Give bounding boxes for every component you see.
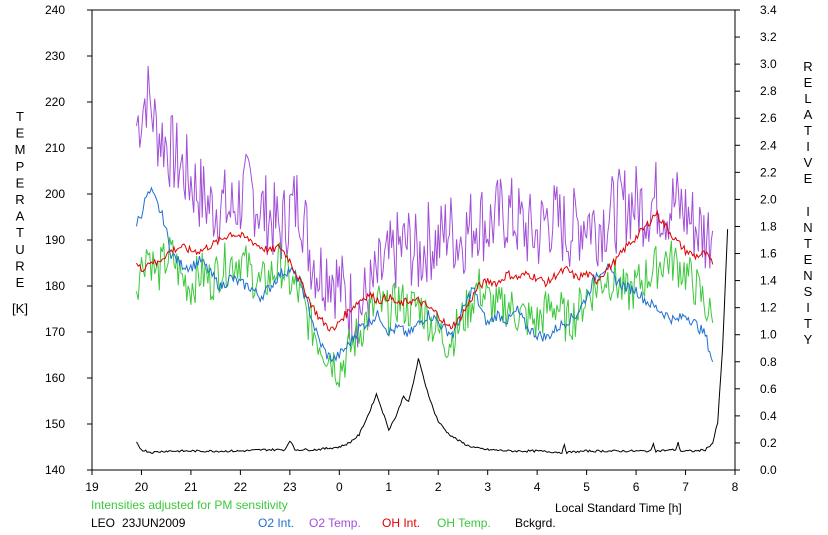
y-right-tick-label: 2.4 — [760, 138, 777, 152]
y-left-tick-label: 210 — [45, 141, 65, 155]
y-left-unit: [K] — [12, 301, 28, 316]
y-left-tick-label: 160 — [45, 371, 65, 385]
y-right-tick-label: 0.4 — [760, 409, 777, 423]
y-right-label-letter: L — [804, 91, 811, 106]
y-right-label-letter: I — [806, 300, 810, 315]
y-right-tick-label: 3.0 — [760, 57, 777, 71]
y-right-label-letter: T — [804, 236, 812, 251]
y-left-label-letter: T — [16, 225, 24, 240]
legend-o2-temp: O2 Temp. — [309, 516, 361, 530]
y-left-label-letter: U — [15, 242, 24, 257]
y-right-tick-label: 1.0 — [760, 328, 777, 342]
legend-o2-int: O2 Int. — [258, 516, 295, 530]
y-left-label-letter: E — [16, 126, 25, 141]
y-right-tick-label: 0.0 — [760, 463, 777, 477]
y-right-label-letter: E — [804, 171, 813, 186]
y-right-tick-label: 1.2 — [760, 301, 777, 315]
x-tick-label: 21 — [184, 480, 198, 494]
axes: 19 20 21 22 23 0 1 2 3 4 5 6 7 8140150160170180190200… — [45, 3, 777, 494]
y-left-label-letter: M — [15, 142, 26, 157]
x-tick-label: 1 — [385, 480, 392, 494]
y-right-tick-label: 3.4 — [760, 3, 777, 17]
y-left-tick-label: 140 — [45, 463, 65, 477]
y-right-label-letter: T — [804, 123, 812, 138]
y-right-tick-label: 2.8 — [760, 84, 777, 98]
y-left-label-letter: R — [15, 192, 24, 207]
y-left-tick-label: 200 — [45, 187, 65, 201]
y-right-tick-label: 0.2 — [760, 436, 777, 450]
x-tick-label: 6 — [633, 480, 640, 494]
legend-bckgrd: Bckgrd. — [515, 516, 556, 530]
legend-oh-int: OH Int. — [382, 516, 421, 530]
series-line-o2-int — [136, 186, 714, 363]
y-right-tick-label: 3.2 — [760, 30, 777, 44]
x-tick-label: 5 — [583, 480, 590, 494]
y-right-tick-label: 1.4 — [760, 274, 777, 288]
y-right-label-letter: N — [803, 268, 812, 283]
y-right-label-letter: V — [804, 155, 813, 170]
y-left-tick-label: 180 — [45, 279, 65, 293]
y-left-label-letter: A — [16, 209, 25, 224]
y-right-label-letter: E — [804, 75, 813, 90]
plot-lines — [136, 65, 729, 455]
x-tick-label: 4 — [534, 480, 541, 494]
y-right-label-letter: S — [804, 284, 813, 299]
x-tick-label: 22 — [234, 480, 248, 494]
y-right-label-letter: R — [803, 59, 812, 74]
y-left-tick-label: 190 — [45, 233, 65, 247]
y-right-label-letter: I — [806, 204, 810, 219]
x-axis-label: Local Standard Time [h] — [555, 501, 682, 515]
y-left-label-letter: R — [15, 258, 24, 273]
y-left-tick-label: 170 — [45, 325, 65, 339]
y-left-label-letter: E — [16, 175, 25, 190]
y-right-label-letter: T — [804, 316, 812, 331]
legend-oh-temp: OH Temp. — [437, 516, 491, 530]
y-right-tick-label: 2.0 — [760, 192, 777, 206]
y-left-label-letter: P — [16, 159, 25, 174]
y-left-tick-label: 240 — [45, 3, 65, 17]
x-tick-label: 23 — [283, 480, 297, 494]
x-tick-label: 3 — [484, 480, 491, 494]
y-right-tick-label: 0.6 — [760, 382, 777, 396]
station-name: LEO — [91, 516, 116, 530]
x-tick-label: 20 — [135, 480, 149, 494]
x-tick-label: 8 — [732, 480, 739, 494]
series-line-oh-temp — [136, 236, 714, 388]
series-line-oh-int — [136, 209, 714, 332]
series-line-bckgrd — [136, 229, 729, 455]
y-left-tick-label: 230 — [45, 49, 65, 63]
x-tick-label: 19 — [85, 480, 99, 494]
plot-frame — [91, 9, 736, 471]
y-right-label-letter: I — [806, 139, 810, 154]
y-right-tick-label: 0.8 — [760, 355, 777, 369]
y-right-label-letter: E — [804, 252, 813, 267]
y-left-tick-label: 220 — [45, 95, 65, 109]
y-right-label-letter: A — [804, 107, 813, 122]
series-line-o2-temp — [136, 65, 714, 348]
y-left-label-letter: T — [16, 109, 24, 124]
x-tick-label: 2 — [435, 480, 442, 494]
y-right-label-letter: N — [803, 220, 812, 235]
y-right-tick-label: 1.6 — [760, 247, 777, 261]
observation-date: 23JUN2009 — [122, 516, 186, 530]
y-left-tick-label: 150 — [45, 417, 65, 431]
y-right-tick-label: 2.2 — [760, 165, 777, 179]
y-right-tick-label: 2.6 — [760, 111, 777, 125]
y-right-label-letter: Y — [804, 332, 813, 347]
adjustment-note: Intensities adjusted for PM sensitivity — [91, 498, 288, 512]
y-right-tick-label: 1.8 — [760, 219, 777, 233]
x-tick-label: 7 — [682, 480, 689, 494]
y-left-label-letter: E — [16, 275, 25, 290]
x-tick-label: 0 — [336, 480, 343, 494]
